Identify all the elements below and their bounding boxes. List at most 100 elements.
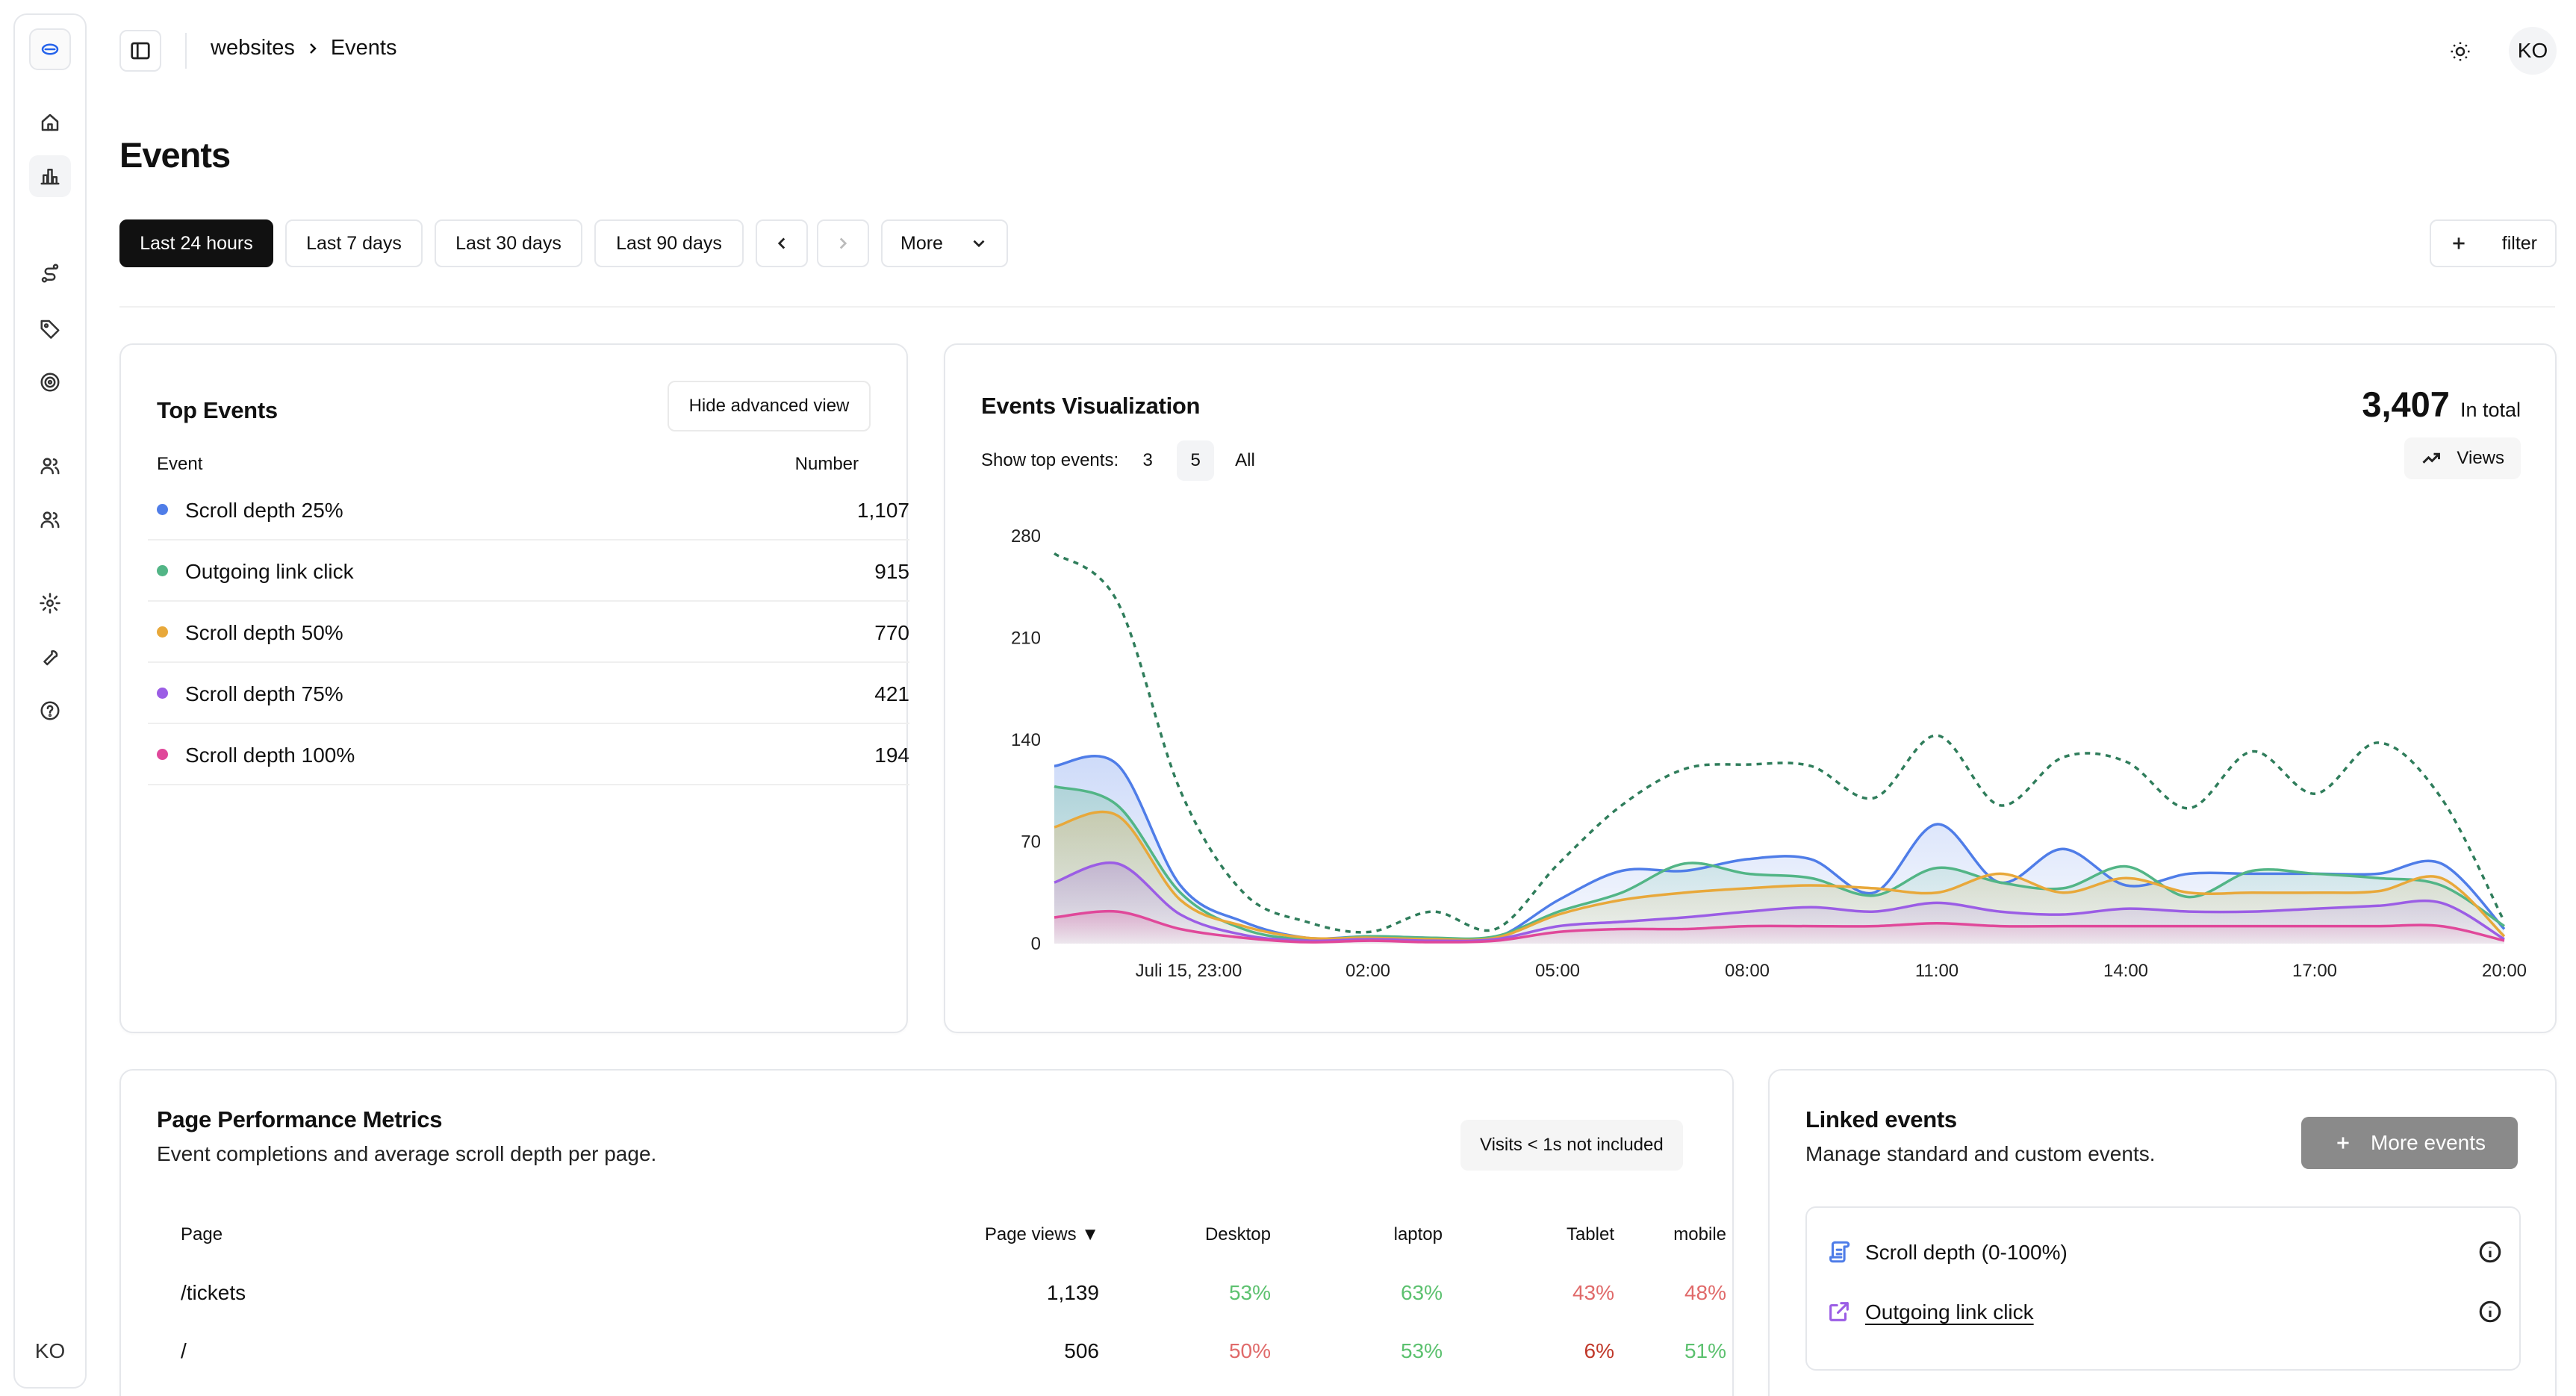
perf-mobile-cell: 51% bbox=[1684, 1339, 1726, 1362]
show-top-label: Show top events: bbox=[981, 450, 1119, 470]
top-header: websites Events KO bbox=[119, 0, 2561, 97]
series-line bbox=[1054, 785, 2505, 941]
th-desktop[interactable]: Desktop bbox=[1204, 1224, 1271, 1244]
linked-item-label[interactable]: Outgoing link click bbox=[1865, 1300, 2034, 1324]
page-title: Events bbox=[119, 135, 231, 175]
top-5-option[interactable]: 5 bbox=[1177, 440, 1215, 481]
more-ranges-dropdown[interactable]: More bbox=[881, 219, 1008, 267]
event-label: Scroll depth 50% bbox=[185, 621, 343, 644]
toolbar-separator bbox=[119, 306, 2555, 308]
sidebar-toggle-button[interactable] bbox=[119, 30, 161, 72]
x-tick-label: 17:00 bbox=[2292, 961, 2337, 981]
info-icon[interactable] bbox=[2477, 1299, 2503, 1324]
event-row[interactable]: Outgoing link click 915 bbox=[148, 540, 909, 602]
plus-icon bbox=[2453, 237, 2465, 249]
plus-icon bbox=[2337, 1137, 2349, 1149]
perf-views-cell: 1,139 bbox=[1046, 1281, 1099, 1304]
linked-events-list: Scroll depth (0-100%) Outgoing link clic… bbox=[1805, 1206, 2521, 1371]
filter-label: filter bbox=[2501, 232, 2537, 254]
top-3-option[interactable]: 3 bbox=[1142, 450, 1153, 470]
event-row[interactable]: Scroll depth 75% 421 bbox=[148, 663, 909, 724]
help-icon[interactable] bbox=[29, 690, 71, 732]
th-page-views[interactable]: Page views ▼ bbox=[984, 1224, 1099, 1244]
hide-advanced-view-button[interactable]: Hide advanced view bbox=[668, 381, 871, 431]
event-row[interactable]: Scroll depth 25% 1,107 bbox=[148, 479, 909, 540]
range-last-7-days[interactable]: Last 7 days bbox=[285, 219, 423, 267]
chevron-right-icon bbox=[309, 43, 317, 54]
perf-page-cell[interactable]: / bbox=[181, 1339, 187, 1362]
tag-icon[interactable] bbox=[29, 308, 71, 349]
page-performance-card: Page Performance Metrics Event completio… bbox=[119, 1069, 1734, 1396]
series-color-dot bbox=[157, 626, 168, 638]
event-label: Scroll depth 25% bbox=[185, 499, 343, 522]
chevron-down-icon bbox=[973, 240, 985, 248]
wrench-icon[interactable] bbox=[29, 636, 71, 678]
series-color-dot bbox=[157, 504, 168, 515]
linked-item-scroll-depth[interactable]: Scroll depth (0-100%) bbox=[1826, 1226, 2503, 1278]
y-tick-label: 140 bbox=[1011, 730, 1041, 750]
more-events-button[interactable]: More events bbox=[2301, 1117, 2518, 1169]
date-range-toolbar: Last 24 hours Last 7 days Last 30 days L… bbox=[119, 219, 2557, 267]
linked-item-outgoing-link[interactable]: Outgoing link click bbox=[1826, 1286, 2503, 1338]
x-tick-label: 08:00 bbox=[1725, 961, 1770, 981]
linked-events-card: Linked events Manage standard and custom… bbox=[1768, 1069, 2557, 1396]
th-page: Page bbox=[181, 1224, 223, 1244]
x-tick-label: Juli 15, 23:00 bbox=[1136, 961, 1242, 981]
viz-total: 3,407 In total bbox=[2362, 384, 2521, 425]
scroll-icon bbox=[1826, 1239, 1852, 1265]
logo-icon[interactable] bbox=[29, 28, 71, 70]
more-label: More bbox=[900, 232, 943, 254]
team-icon[interactable] bbox=[29, 499, 71, 540]
range-last-90-days[interactable]: Last 90 days bbox=[594, 219, 744, 267]
range-last-30-days[interactable]: Last 30 days bbox=[435, 219, 582, 267]
event-count: 770 bbox=[874, 621, 909, 644]
all-option[interactable]: All bbox=[1235, 450, 1255, 470]
events-chart: 0 70 140 210 280 Juli 15, 23:00 02:00 05:00 08:0… bbox=[1011, 526, 2527, 981]
add-filter-button[interactable]: filter bbox=[2430, 219, 2557, 267]
prev-range-button[interactable] bbox=[756, 219, 808, 267]
series-color-dot bbox=[157, 565, 168, 576]
event-count: 915 bbox=[874, 560, 909, 583]
event-label: Outgoing link click bbox=[185, 560, 354, 583]
x-tick-label: 02:00 bbox=[1345, 961, 1390, 981]
views-button[interactable]: Views bbox=[2404, 437, 2521, 479]
event-count: 194 bbox=[874, 744, 909, 767]
info-icon[interactable] bbox=[2477, 1239, 2503, 1265]
panel-left-icon bbox=[131, 42, 150, 60]
series-color-dot bbox=[157, 749, 168, 760]
linked-subtitle: Manage standard and custom events. bbox=[1805, 1142, 2156, 1165]
event-row[interactable]: Scroll depth 100% 194 bbox=[148, 724, 909, 785]
y-tick-label: 70 bbox=[1021, 832, 1041, 853]
breadcrumb-websites[interactable]: websites bbox=[211, 36, 295, 60]
header-divider bbox=[185, 33, 187, 69]
total-label: In total bbox=[2460, 399, 2521, 421]
event-label: Scroll depth 75% bbox=[185, 682, 343, 705]
th-tablet[interactable]: Tablet bbox=[1566, 1224, 1614, 1244]
sidebar-avatar[interactable]: KO bbox=[34, 1339, 66, 1362]
user-avatar[interactable]: KO bbox=[2509, 27, 2557, 75]
range-last-24-hours[interactable]: Last 24 hours bbox=[119, 219, 273, 267]
visits-badge: Visits < 1s not included bbox=[1460, 1120, 1683, 1171]
target-icon[interactable] bbox=[29, 361, 71, 403]
th-mobile[interactable]: mobile bbox=[1673, 1224, 1726, 1244]
th-laptop[interactable]: laptop bbox=[1393, 1224, 1443, 1244]
event-label: Scroll depth 100% bbox=[185, 744, 355, 767]
route-icon[interactable] bbox=[29, 252, 71, 294]
series-line bbox=[1054, 909, 2505, 944]
linked-title: Linked events bbox=[1805, 1106, 1957, 1132]
event-row[interactable]: Scroll depth 50% 770 bbox=[148, 602, 909, 663]
y-tick-label: 280 bbox=[1011, 526, 1041, 546]
settings-icon[interactable] bbox=[29, 582, 71, 624]
x-tick-label: 05:00 bbox=[1535, 961, 1580, 981]
theme-toggle-button[interactable] bbox=[2442, 33, 2479, 70]
views-dashed-line bbox=[1053, 552, 2506, 934]
perf-page-cell[interactable]: /tickets bbox=[181, 1281, 246, 1304]
perf-mobile-cell: 48% bbox=[1684, 1281, 1726, 1304]
event-count: 1,107 bbox=[856, 499, 909, 522]
bar-chart-icon[interactable] bbox=[29, 155, 71, 197]
perf-laptop-cell: 53% bbox=[1400, 1339, 1443, 1362]
next-range-button[interactable] bbox=[817, 219, 869, 267]
home-icon[interactable] bbox=[29, 102, 71, 143]
users-icon[interactable] bbox=[29, 445, 71, 487]
top-events-card: Top Events Hide advanced view Event Numb… bbox=[119, 343, 909, 1033]
